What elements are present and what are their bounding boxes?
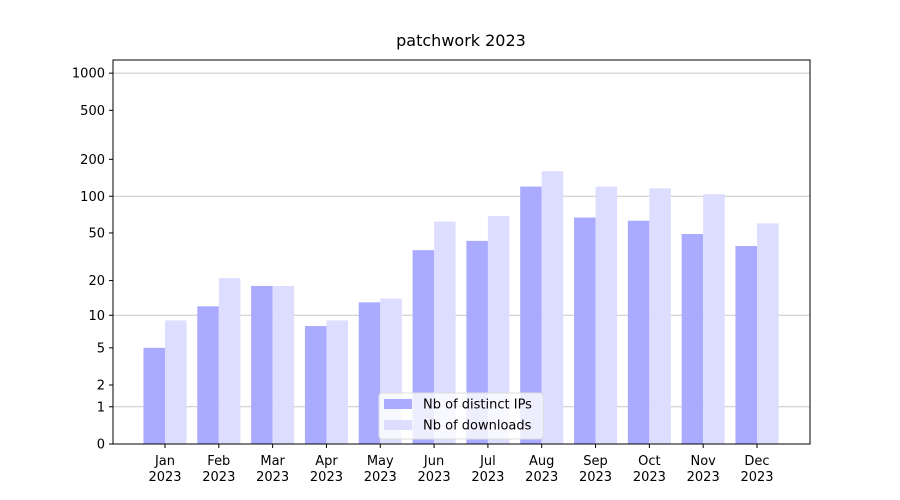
bar (358, 302, 381, 444)
x-tick-label: Jun 2023 (418, 454, 451, 485)
x-tick-label: Jan 2023 (148, 454, 181, 485)
x-tick-label: May 2023 (364, 454, 397, 485)
chart-title: patchwork 2023 (396, 31, 526, 50)
bar (251, 285, 273, 444)
bar (143, 347, 165, 444)
x-tick-label: Oct 2023 (633, 454, 666, 485)
x-tick-label: Nov 2023 (687, 454, 720, 485)
bar (165, 320, 187, 444)
bar (703, 194, 725, 444)
y-tick-label: 0 (97, 438, 105, 453)
bar (541, 171, 564, 444)
y-tick-label: 2 (97, 379, 105, 394)
x-tick-label: Dec 2023 (740, 454, 773, 485)
x-tick-label: Apr 2023 (310, 454, 343, 485)
legend: Nb of distinct IPs Nb of downloads (378, 392, 544, 440)
y-tick-label: 10 (88, 309, 105, 324)
bar (735, 245, 757, 444)
legend-box (378, 392, 544, 440)
bar (757, 223, 779, 444)
plot-frame (112, 59, 811, 445)
bar (595, 186, 618, 444)
legend-swatch (384, 420, 412, 430)
bar (272, 285, 295, 444)
bar (487, 215, 510, 444)
y-tick-label: 200 (80, 153, 105, 168)
bar (218, 278, 241, 444)
bar (520, 186, 542, 444)
y-tick-label: 1 (97, 400, 105, 415)
x-tick-label: Aug 2023 (525, 454, 558, 485)
bar (434, 221, 456, 444)
bar (681, 234, 704, 444)
axes: 0 1 2 5 10 20 50 100 200 500 1000 Jan 2023 Feb 2023 Mar… (72, 67, 774, 485)
bar (304, 326, 327, 444)
x-tick-label: Jul 2023 (471, 454, 504, 485)
bars (143, 171, 779, 444)
y-tick-label: 100 (80, 190, 105, 205)
x-tick-label: Feb 2023 (202, 454, 235, 485)
y-tick-label: 50 (88, 226, 105, 241)
legend-swatch (384, 399, 412, 409)
y-tick-label: 1000 (72, 67, 105, 82)
legend-label: Nb of downloads (423, 419, 532, 434)
bar (574, 217, 596, 444)
bar (197, 306, 219, 444)
legend-label: Nb of distinct IPs (423, 398, 532, 413)
y-tick-label: 500 (80, 104, 105, 119)
x-tick-label: Sep 2023 (579, 454, 612, 485)
bar (326, 320, 348, 444)
bar (627, 220, 650, 444)
y-tick-label: 5 (97, 341, 105, 356)
x-tick-label: Mar 2023 (256, 454, 289, 485)
y-tick-label: 20 (88, 274, 105, 289)
bar (649, 188, 671, 444)
